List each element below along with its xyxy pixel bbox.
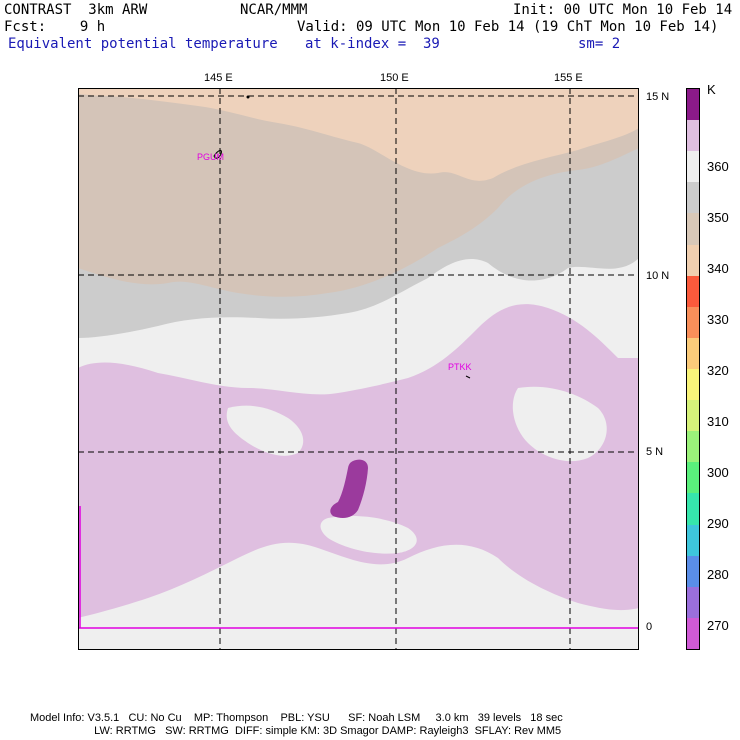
theta-e-peak-blob — [330, 459, 368, 518]
theta-e-white-patch-2 — [512, 386, 607, 462]
colorbar-swatch — [687, 493, 699, 525]
chuuk-coastline — [465, 375, 471, 379]
init-time: Init: 00 UTC Mon 10 Feb 14 — [513, 2, 733, 18]
theta-e-white-patch-3 — [320, 516, 417, 554]
lat-label-10n: 10 N — [646, 270, 670, 282]
theta-e-white-patch — [226, 405, 304, 456]
map-border — [78, 88, 639, 650]
colorbar-swatch — [687, 617, 699, 649]
colorbar-label-340: 340 — [707, 261, 729, 276]
field-name: Equivalent potential temperature — [8, 36, 278, 52]
colorbar-swatch — [687, 400, 699, 432]
lat-label-15n: 15 N — [646, 91, 670, 103]
colorbar-label-350: 350 — [707, 210, 729, 225]
colorbar-swatch — [687, 89, 699, 121]
model-info-line1: Model Info: V3.5.1 CU: No Cu MP: Thompso… — [30, 712, 563, 724]
colorbar-swatch — [687, 431, 699, 463]
colorbar-swatch — [687, 182, 699, 214]
colorbar-label-300: 300 — [707, 465, 729, 480]
colorbar-label-310: 310 — [707, 414, 729, 429]
guam-coastline — [213, 149, 222, 159]
map-panel — [78, 88, 639, 650]
colorbar-swatch — [687, 368, 699, 401]
model-title: CONTRAST 3km ARW — [4, 2, 148, 18]
forecast-hour: Fcst: 9 h — [4, 19, 106, 35]
island-marker — [246, 95, 250, 99]
colorbar-label-280: 280 — [707, 567, 729, 582]
colorbar-swatch — [687, 337, 699, 369]
model-info-line2: LW: RRTMG SW: RRTMG DIFF: simple KM: 3D … — [30, 725, 562, 737]
colorbar-swatch — [687, 524, 699, 556]
colorbar-swatch — [687, 275, 699, 307]
colorbar-swatch — [687, 306, 699, 338]
colorbar-swatch — [687, 120, 699, 152]
colorbar-label-320: 320 — [707, 363, 729, 378]
smoothing: sm= 2 — [578, 36, 621, 52]
lat-label-5n: 5 N — [646, 446, 664, 458]
colorbar-unit: K — [707, 82, 716, 97]
colorbar — [686, 88, 700, 650]
colorbar-label-360: 360 — [707, 159, 729, 174]
colorbar-swatch — [687, 555, 699, 587]
station-label-chuuk: PTKK — [448, 362, 472, 372]
lon-label-155: 155 E — [554, 72, 583, 84]
station-label-guam: PGUM — [197, 152, 224, 162]
colorbar-swatch — [687, 462, 699, 494]
colorbar-swatch — [687, 244, 699, 276]
colorbar-swatch — [687, 586, 699, 618]
lon-label-145: 145 E — [204, 72, 233, 84]
institution: NCAR/MMM — [240, 2, 308, 18]
theta-e-340-region — [78, 88, 639, 181]
lon-label-150: 150 E — [380, 72, 409, 84]
level-index: at k-index = 39 — [305, 36, 440, 52]
valid-time: Valid: 09 UTC Mon 10 Feb 14 (19 ChT Mon … — [297, 19, 719, 35]
lat-label-0: 0 — [646, 621, 653, 633]
colorbar-label-330: 330 — [707, 312, 729, 327]
colorbar-swatch — [687, 151, 699, 183]
colorbar-swatch — [687, 213, 699, 245]
colorbar-label-290: 290 — [707, 516, 729, 531]
colorbar-label-270: 270 — [707, 618, 729, 633]
